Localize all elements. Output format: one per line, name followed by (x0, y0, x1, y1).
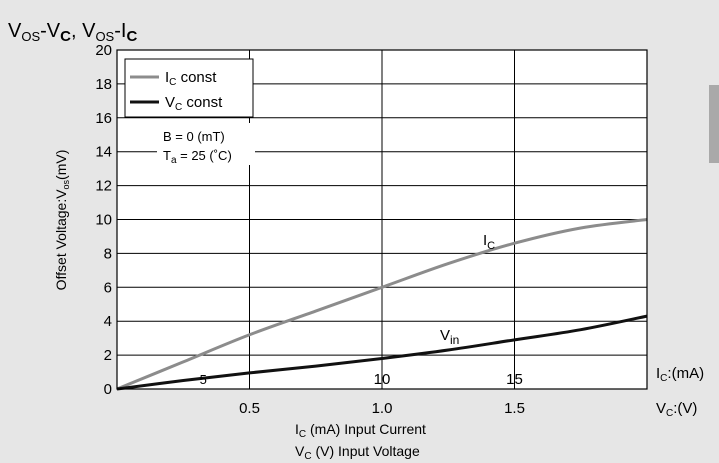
x-tick-label-vc: 10 (374, 371, 391, 388)
y-tick-label: 20 (95, 42, 112, 59)
chart-title: VOS-VC, VOS-IC (8, 20, 137, 45)
y-axis-label: Offset Voltage:Vos(mV) (53, 150, 71, 291)
x-axis-label-ic: IC (mA) Input Current (295, 421, 426, 440)
y-tick-label: 18 (95, 76, 112, 93)
plot-frame (116, 49, 648, 390)
y-tick-label: 12 (95, 178, 112, 195)
y-tick-label: 0 (104, 381, 112, 398)
x-tick-label-ic: 0.5 (239, 400, 260, 417)
curves (116, 218, 648, 391)
x-unit-vc: VC:(V) (656, 400, 697, 419)
x-tick-labels: 0.5 1.0 1.5 5 10 15 (200, 371, 525, 417)
y-tick-label: 8 (104, 245, 112, 262)
y-tick-label: 10 (95, 212, 112, 229)
y-tick-label: 4 (104, 313, 112, 330)
y-tick-label: 6 (104, 279, 112, 296)
x-tick-label-vc: 15 (506, 371, 523, 388)
y-tick-label: 2 (104, 347, 112, 364)
x-tick-label-vc: 5 (200, 372, 207, 387)
legend: IC const VC const (124, 58, 254, 118)
x-unit-ic: IC:(mA) (656, 365, 704, 384)
legend-box (124, 58, 254, 118)
y-tick-label: 14 (95, 144, 112, 161)
side-tab (709, 85, 719, 163)
condition-ta: Ta = 25 (˚C) (163, 148, 232, 166)
series-line-vc-const (116, 314, 648, 391)
conditions-annotation: B = 0 (mT) Ta = 25 (˚C) (157, 123, 255, 166)
legend-label-vc: VC const (165, 94, 223, 113)
legend-label-ic: IC const (165, 69, 217, 88)
x-axis-label-vc: VC (V) Input Voltage (295, 443, 420, 462)
conditions-box (157, 123, 255, 165)
x-tick-label-ic: 1.0 (372, 400, 393, 417)
y-tick-labels: 0 2 4 6 8 10 12 14 16 18 20 (95, 42, 112, 398)
x-tick-label-ic: 1.5 (504, 400, 525, 417)
condition-b: B = 0 (mT) (163, 129, 225, 144)
y-tick-label: 16 (95, 110, 112, 127)
series-line-ic-const (116, 218, 648, 391)
